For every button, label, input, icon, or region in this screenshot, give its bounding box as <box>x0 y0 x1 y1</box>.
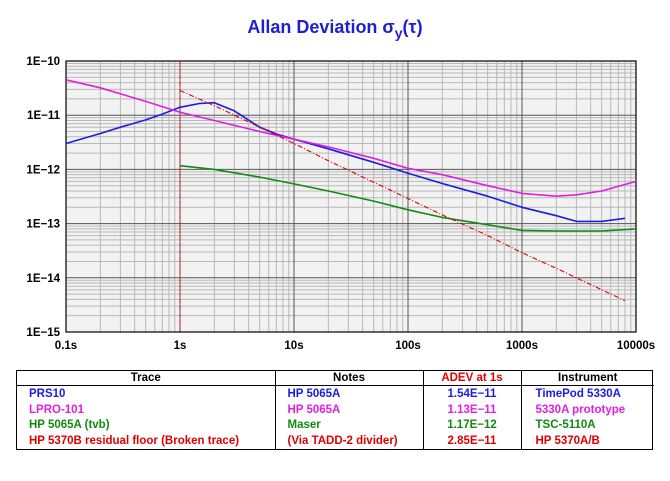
legend-cell-trace: HP 5065A (tvb) <box>17 417 276 434</box>
chart-title-main: Allan Deviation σ <box>247 17 394 37</box>
y-tick-label-4: 1E−14 <box>26 273 60 285</box>
legend-cell-notes: (Via TADD-2 divider) <box>275 433 424 449</box>
allan-deviation-chart: Allan Deviation σy(τ) 0.1s 1s 10s 100s 1000s… <box>26 17 655 352</box>
legend-row: HP 5370B residual floor (Broken trace) (V… <box>17 433 654 449</box>
legend-cell-adev: 1.54E−11 <box>423 385 522 402</box>
chart-title: Allan Deviation σy(τ) <box>247 17 422 41</box>
legend-cell-notes: HP 5065A <box>275 385 424 402</box>
x-tick-label-2: 10s <box>284 340 303 352</box>
legend-cell-instrument: TSC-5110A <box>535 419 596 432</box>
grid-lines <box>65 60 637 333</box>
y-tick-label-3: 1E−13 <box>26 219 60 231</box>
header-notes: Notes <box>275 371 424 386</box>
legend-row: HP 5065A (tvb) Maser 1.17E−12 TSC-5110A <box>17 417 654 434</box>
y-tick-label-0: 1E−10 <box>26 56 60 68</box>
legend-cell-trace: PRS10 <box>17 385 276 402</box>
series-lines <box>65 79 637 302</box>
legend-cell-adev: 1.13E−11 <box>423 401 522 418</box>
legend-header-row: Trace Notes ADEV at 1s Instrument <box>17 371 654 386</box>
chart-title-sub: y <box>395 25 403 41</box>
y-tick-label-1: 1E−11 <box>27 110 61 122</box>
header-trace: Trace <box>17 371 276 386</box>
plot-frame <box>65 60 637 333</box>
series-line-3 <box>179 89 626 302</box>
tick-labels: 0.1s 1s 10s 100s 1000s 10000s 1E−10 1E−11 1E−12 1… <box>26 56 655 352</box>
legend-row: PRS10 HP 5065A 1.54E−11 TimePod 5330A <box>17 385 654 402</box>
legend-cell-trace: HP 5370B residual floor (Broken trace) <box>17 433 276 449</box>
legend-cell-instrument: TimePod 5330A <box>535 387 621 400</box>
y-tick-label-2: 1E−12 <box>26 164 60 176</box>
legend-cell-instrument: HP 5370A/B <box>535 435 600 448</box>
x-tick-label-1: 1s <box>174 340 187 352</box>
chart-title-tail: (τ) <box>403 17 423 37</box>
chart-svg: Allan Deviation σy(τ) 0.1s 1s 10s 100s 1000s… <box>26 17 655 352</box>
header-instrument: Instrument <box>521 371 654 386</box>
header-adev: ADEV at 1s <box>423 371 522 386</box>
legend-cell-notes: HP 5065A <box>275 401 424 418</box>
x-tick-label-5: 10000s <box>617 340 655 352</box>
x-tick-label-3: 100s <box>395 340 421 352</box>
legend-row: LPRO-101 HP 5065A 1.13E−11 5330A prototype <box>17 401 654 418</box>
series-line-2 <box>179 164 637 232</box>
legend-cell-adev: 2.85E−11 <box>423 433 522 449</box>
y-tick-label-5: 1E−15 <box>26 327 60 339</box>
legend-cell-adev: 1.17E−12 <box>423 417 522 434</box>
axes <box>65 60 637 333</box>
legend-cell-instrument: 5330A prototype <box>535 403 626 416</box>
x-tick-label-4: 1000s <box>506 340 538 352</box>
legend-table: Trace Notes ADEV at 1s Instrument PRS10 H… <box>16 370 654 450</box>
legend-cell-notes: Maser <box>275 417 424 434</box>
series-line-1 <box>65 79 637 197</box>
legend-cell-trace: LPRO-101 <box>17 401 276 418</box>
x-tick-label-0: 0.1s <box>55 340 77 352</box>
